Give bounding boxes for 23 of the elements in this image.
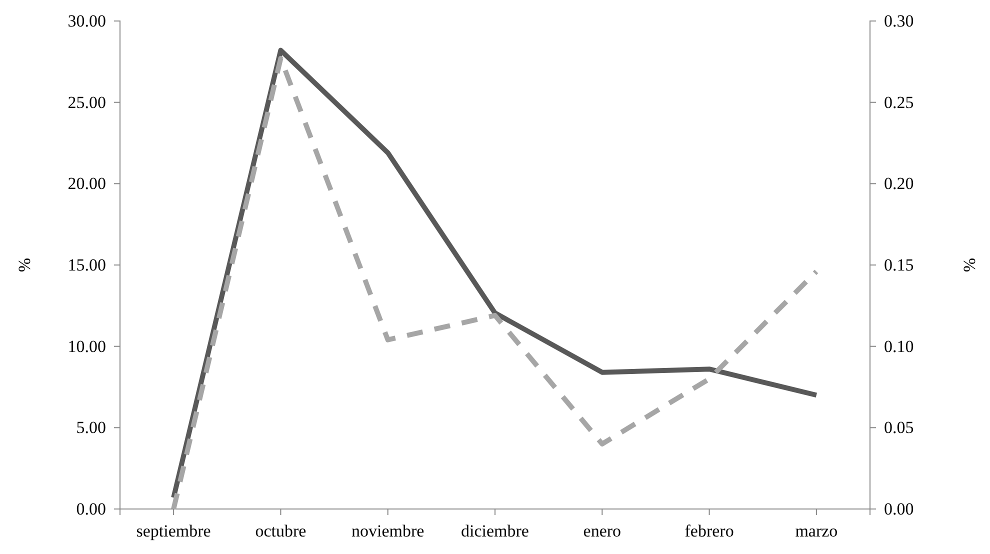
y2-tick-label: 0.30 [884, 11, 914, 30]
y-tick-label: 15.00 [68, 255, 106, 274]
y2-tick-label: 0.00 [884, 499, 914, 518]
x-tick-label: febrero [684, 522, 734, 541]
y-axis-title: % [15, 258, 34, 272]
y-tick-label: 5.00 [76, 418, 106, 438]
x-tick-label: noviembre [352, 522, 424, 541]
x-tick-label: diciembre [461, 522, 529, 541]
y-tick-label: 20.00 [68, 174, 106, 194]
x-tick-label: marzo [795, 522, 838, 541]
x-tick-label: octubre [255, 522, 306, 541]
y2-axis-title: % [960, 258, 979, 272]
x-tick-label: enero [583, 522, 622, 541]
y2-tick-label: 0.25 [884, 92, 914, 112]
y2-tick-label: 0.15 [884, 255, 914, 274]
y-tick-label: 0.00 [76, 499, 106, 518]
x-tick-label: septiembre [136, 522, 211, 541]
y-tick-label: 30.00 [68, 11, 106, 30]
y2-tick-label: 0.20 [884, 174, 914, 194]
y-tick-label: 10.00 [68, 336, 106, 356]
y-tick-label: 25.00 [68, 92, 106, 112]
y2-tick-label: 0.05 [884, 418, 914, 438]
y2-tick-label: 0.10 [884, 336, 914, 356]
